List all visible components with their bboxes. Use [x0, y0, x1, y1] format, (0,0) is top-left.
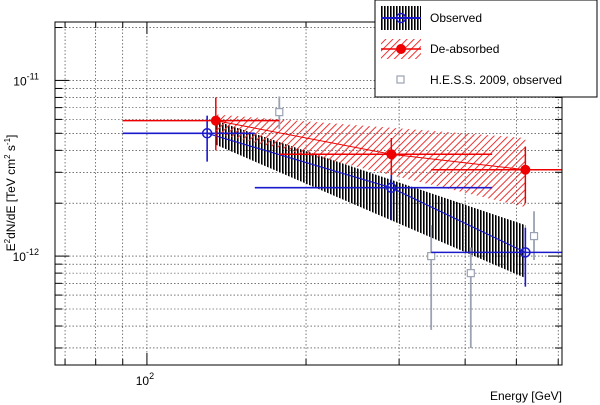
legend-swatch-deabsorbed-marker	[396, 44, 406, 54]
error-bands	[215, 114, 526, 279]
deabsorbed-point	[520, 164, 531, 175]
legend-label-deabsorbed: De-absorbed	[430, 42, 499, 56]
y-axis-label-part: dN/dE [TeV cm	[4, 159, 18, 239]
hess-point	[275, 108, 284, 117]
y-axis-label-part: ]	[4, 135, 18, 138]
y-axis-label-part: E	[4, 243, 18, 251]
hess-point	[466, 269, 475, 278]
y-axis-label: E2dN/dE [TeV cm2 s-1]	[3, 135, 18, 252]
y-axis-label-part: s	[4, 145, 18, 154]
hess-point	[529, 231, 539, 241]
observed-confidence-band	[215, 120, 526, 279]
y-tick-label-exp: -11	[27, 71, 39, 81]
deabsorbed-point	[210, 115, 221, 126]
plot-frame	[54, 21, 563, 366]
observed-point	[386, 182, 397, 193]
y-axis-label-sup: 2	[3, 238, 12, 243]
legend: Observed De-absorbed H.E.S.S. 2009, obse…	[374, 0, 598, 98]
x-tick-label-exp: 2	[149, 371, 154, 381]
observed-point	[520, 247, 531, 258]
x-tick-label-base: 10	[136, 374, 150, 388]
legend-label-observed: Observed	[430, 11, 482, 25]
observed-point	[201, 128, 213, 139]
data-series	[122, 96, 562, 348]
y-tick-label-exp: -12	[26, 247, 39, 257]
y-axis-label-sup: -1	[3, 137, 12, 145]
x-tick-label: 102	[136, 371, 154, 388]
legend-swatch-hess-marker	[396, 75, 405, 84]
legend-swatch-observed-marker	[395, 12, 407, 24]
y-tick-label: 10-12	[13, 247, 39, 264]
y-tick-label-base: 10	[13, 74, 27, 88]
y-tick-label-base: 10	[13, 250, 27, 264]
legend-entry-hess: H.E.S.S. 2009, observed	[396, 73, 562, 87]
deabsorbed-confidence-band	[215, 114, 526, 208]
hess-point	[427, 252, 436, 261]
y-axis-label-sup: 2	[3, 154, 12, 159]
legend-entry-observed: Observed	[381, 6, 482, 30]
x-axis-label: Energy [GeV]	[490, 389, 562, 403]
legend-label-hess: H.E.S.S. 2009, observed	[430, 73, 562, 87]
y-tick-label: 10-11	[13, 71, 39, 88]
deabsorbed-point	[386, 149, 397, 160]
legend-entry-deabsorbed: De-absorbed	[381, 39, 499, 59]
